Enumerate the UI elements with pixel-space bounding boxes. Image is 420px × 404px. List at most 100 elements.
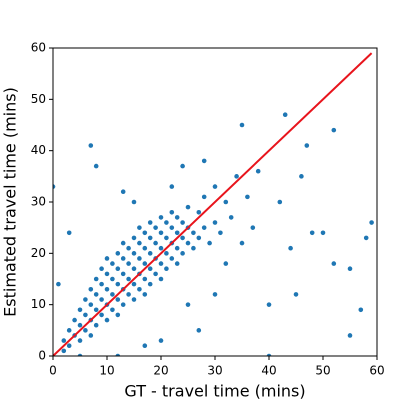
- point: [142, 230, 148, 236]
- point: [99, 297, 104, 302]
- point: [228, 215, 234, 220]
- point: [126, 245, 131, 251]
- point: [104, 286, 110, 292]
- point: [120, 271, 126, 277]
- point: [158, 276, 164, 282]
- y-tick-label: 60: [31, 41, 46, 55]
- x-tick-label: 0: [49, 364, 57, 378]
- y-tick-label: 50: [31, 92, 46, 106]
- point: [250, 225, 256, 230]
- point: [88, 143, 94, 148]
- point: [110, 307, 115, 313]
- point: [53, 184, 56, 189]
- point: [115, 297, 121, 302]
- point: [169, 209, 175, 215]
- point: [131, 281, 137, 287]
- point: [169, 184, 175, 189]
- x-axis-label: GT - travel time (mins): [124, 382, 305, 401]
- point: [77, 322, 83, 328]
- point: [77, 353, 83, 356]
- y-axis-label: Estimated travel time (mins): [1, 87, 20, 317]
- point: [212, 220, 218, 225]
- point: [120, 256, 126, 261]
- y-tick-label: 0: [38, 349, 46, 363]
- point: [142, 245, 148, 251]
- point: [153, 225, 158, 230]
- point: [56, 281, 61, 287]
- point: [142, 292, 148, 297]
- point: [147, 266, 153, 272]
- point: [137, 240, 142, 246]
- point: [142, 343, 148, 349]
- point: [180, 235, 185, 241]
- point: [115, 312, 121, 318]
- point: [83, 312, 88, 318]
- point: [331, 261, 337, 266]
- x-tick-label: 60: [369, 364, 384, 378]
- point: [115, 266, 121, 272]
- point: [174, 230, 180, 236]
- point: [66, 343, 72, 349]
- point: [88, 333, 94, 338]
- point: [126, 261, 131, 266]
- point: [299, 174, 304, 179]
- point: [83, 297, 88, 302]
- point: [88, 286, 94, 292]
- point: [293, 292, 299, 297]
- point: [282, 112, 288, 118]
- point: [369, 220, 374, 225]
- point: [185, 240, 191, 246]
- point: [115, 281, 121, 287]
- point: [110, 292, 115, 297]
- point: [212, 184, 218, 189]
- point: [110, 276, 115, 282]
- point: [137, 225, 142, 230]
- point: [169, 256, 175, 261]
- point: [185, 302, 191, 307]
- point: [363, 235, 369, 241]
- point: [196, 209, 202, 215]
- point: [218, 230, 223, 236]
- point: [164, 251, 169, 256]
- point: [77, 338, 83, 343]
- point: [99, 266, 104, 272]
- point: [126, 292, 131, 297]
- point: [99, 281, 104, 287]
- point: [239, 240, 245, 246]
- point: [147, 235, 153, 241]
- point: [212, 292, 218, 297]
- point: [223, 261, 229, 266]
- point: [93, 292, 99, 297]
- point: [131, 199, 137, 205]
- point: [158, 245, 164, 251]
- point: [158, 338, 164, 343]
- point: [99, 312, 104, 318]
- x-tick-label: 40: [261, 364, 276, 378]
- point: [93, 276, 99, 282]
- point: [277, 199, 283, 205]
- point: [120, 189, 126, 195]
- point: [304, 143, 310, 148]
- point: [358, 307, 364, 313]
- point: [185, 204, 191, 210]
- point: [180, 220, 185, 225]
- point: [93, 307, 99, 313]
- point: [93, 322, 99, 328]
- point: [180, 163, 185, 169]
- point: [196, 235, 202, 241]
- point: [137, 256, 142, 261]
- x-tick-label: 10: [99, 364, 114, 378]
- point: [61, 338, 67, 343]
- point: [110, 261, 115, 266]
- point: [174, 261, 180, 266]
- point: [288, 245, 293, 251]
- point: [223, 199, 229, 205]
- point: [266, 302, 272, 307]
- point: [201, 158, 207, 164]
- plot-area: [53, 52, 374, 356]
- point: [115, 251, 121, 256]
- point: [93, 163, 99, 169]
- point: [88, 302, 94, 307]
- point: [180, 251, 185, 256]
